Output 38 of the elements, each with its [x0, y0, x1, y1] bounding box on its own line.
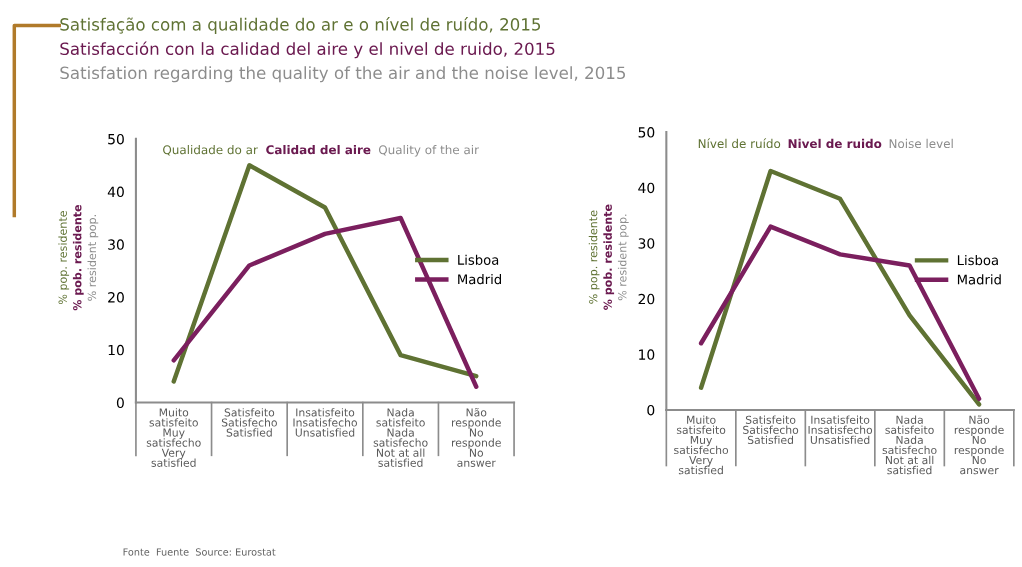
x-tick-label: Insatisfeito Insatisfecho Unsatisfied	[808, 415, 873, 445]
x-tick-label: Muito satisfeito Muy satisfecho Very satisfied	[674, 415, 729, 475]
y-axis-title: % pop. residente % pob. residente % resident pop.	[588, 204, 629, 310]
x-tick-label: Não responde No responde No answer	[452, 407, 501, 467]
y-tick-label: 30	[638, 238, 655, 249]
legend-label: Lisboa	[458, 254, 499, 265]
y-tick-label: 40	[107, 186, 124, 198]
annotation: Calidad del aire	[266, 145, 371, 155]
text: Satisfation regarding the quality of the air and the noise level, 2015	[60, 66, 626, 83]
annotation: Qualidade do ar	[163, 145, 258, 156]
y-tick-label: 0	[116, 397, 124, 409]
chart-subtitle: Satisfacción con la calidad del aire y el nivel de ruido, 2015	[60, 41, 555, 59]
y-tick-label: 30	[108, 239, 124, 250]
x-tick-label: Muito satisfeito Muy satisfecho Very satisfied	[146, 408, 201, 467]
source-note: Fonte Fuente Source: Eurostat	[123, 548, 276, 556]
annotation: Nivel de ruido	[788, 138, 882, 149]
legend-label: Madrid	[458, 274, 501, 285]
x-tick-label: Nada satisfeito Nada satisfecho Not at all satisfied	[373, 408, 428, 467]
annotation: Noise level	[889, 138, 953, 149]
y-tick-label: 50	[108, 133, 124, 145]
y-tick-label: 50	[638, 127, 655, 138]
annotation: Quality of the air	[378, 145, 480, 157]
y-tick-label: 10	[108, 344, 124, 356]
x-tick-label: Nada satisfeito Nada satisfecho Not at all satisfied	[882, 415, 937, 475]
x-tick-label: Satisfeito Satisfecho Satisfied	[221, 408, 277, 437]
y-tick-label: 20	[108, 292, 124, 303]
chart-title: Satisfação com a qualidade do ar e o nível de ruído, 2015	[60, 17, 541, 34]
annotation: Nível de ruído	[698, 138, 781, 149]
y-tick-label: 20	[638, 293, 655, 305]
y-tick-label: 40	[638, 182, 655, 194]
y-axis-title: % pop. residente % pob. residente % resident pop.	[58, 204, 99, 311]
legend-label: Madrid	[957, 274, 1001, 285]
legend-label: Lisboa	[957, 254, 998, 266]
x-tick-label: Insatisfeito Insatisfecho Unsatisfied	[293, 408, 357, 437]
x-tick-label: Não responde No responde No answer	[954, 415, 1004, 475]
y-tick-label: 10	[639, 349, 655, 360]
y-tick-label: 0	[647, 404, 655, 416]
x-tick-label: Satisfeito Satisfecho Satisfied	[743, 415, 799, 445]
